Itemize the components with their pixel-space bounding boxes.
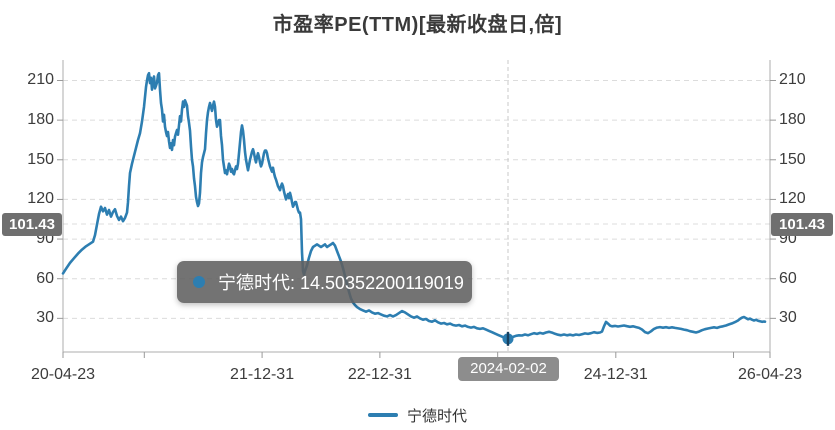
x-axis-label: 22-12-31 (347, 366, 412, 383)
x-axis-label: 21-12-31 (230, 366, 295, 383)
y-axis-label-left: 210 (27, 71, 54, 89)
y-axis-label-left: 30 (36, 309, 54, 327)
y-axis-label-left: 150 (27, 150, 54, 168)
y-axis-label-left: 180 (27, 111, 54, 129)
tooltip: 宁德时代: 14.50352200119019 (177, 261, 472, 303)
y-axis-label-left: 60 (36, 269, 54, 287)
highlight-date-badge: 2024-02-02 (458, 357, 559, 381)
legend-item[interactable]: 宁德时代 (0, 401, 835, 429)
pe-series-line (61, 71, 767, 341)
y-axis-label-right: 30 (779, 309, 797, 327)
y-axis-label-right: 180 (779, 111, 806, 129)
y-axis-label-right: 120 (779, 190, 806, 208)
tooltip-series-dot (193, 276, 205, 288)
x-axis-label: 26-04-23 (737, 366, 803, 383)
y-reference-badge-left: 101.43 (2, 213, 62, 236)
chart-title: 市盈率PE(TTM)[最新收盘日,倍] (272, 14, 563, 36)
legend-line-marker (367, 413, 398, 417)
legend-label: 宁德时代 (406, 407, 467, 425)
x-axis-label: 24-12-31 (583, 366, 648, 383)
y-reference-badge-right: 101.43 (771, 213, 833, 236)
x-axis-label: 20-04-23 (30, 366, 96, 383)
y-axis-label-right: 150 (779, 150, 806, 168)
y-axis-label-left: 120 (27, 190, 54, 208)
y-axis-label-right: 60 (779, 269, 797, 287)
tooltip-text: 宁德时代: 14.50352200119019 (218, 273, 464, 293)
y-axis-label-right: 210 (779, 71, 806, 89)
